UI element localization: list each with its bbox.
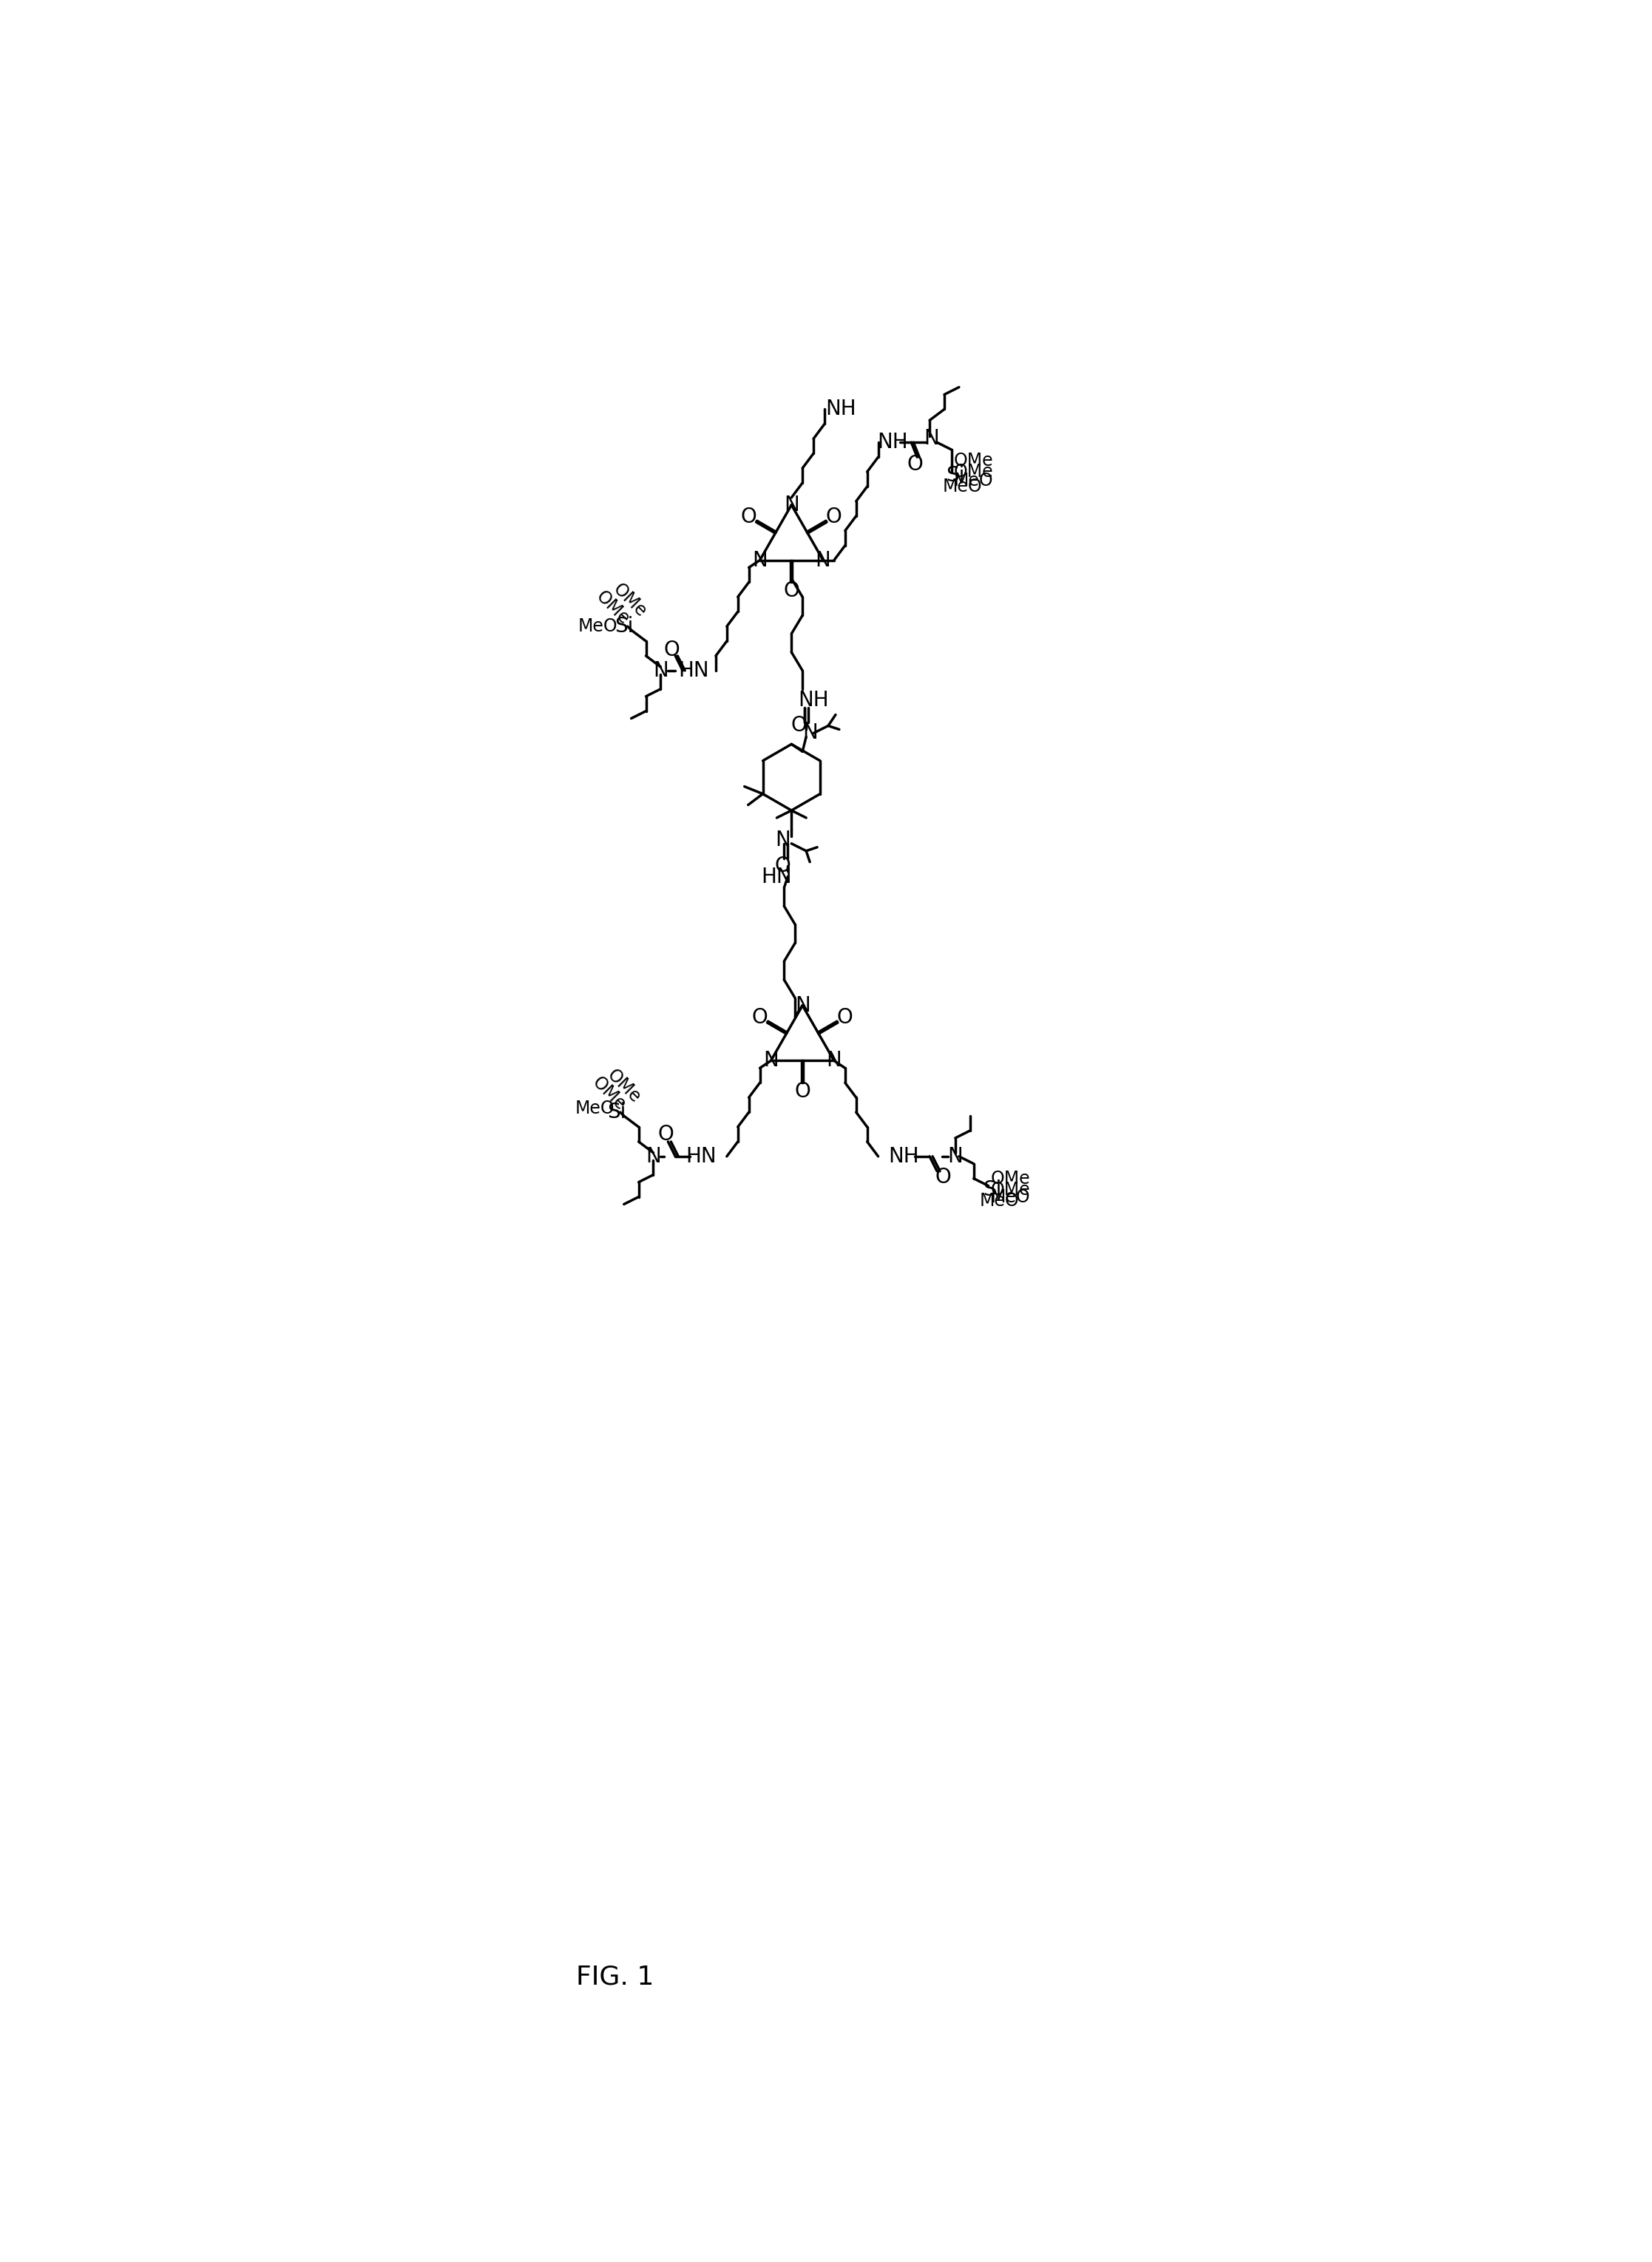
Text: MeO: MeO [575,1099,615,1117]
Text: N: N [646,1147,661,1167]
Text: OMe: OMe [953,452,993,470]
Text: N: N [803,724,818,744]
Text: O: O [783,581,800,602]
Text: MeO: MeO [991,1188,1031,1206]
Text: O: O [657,1124,674,1145]
Text: N: N [816,550,831,570]
Text: NH: NH [826,398,856,421]
Text: N: N [923,428,940,450]
Text: N: N [653,661,669,681]
Text: MeO: MeO [980,1192,1019,1210]
Text: O: O [791,715,806,735]
Text: O: O [795,1081,811,1102]
Text: OMe: OMe [610,581,651,622]
Text: NH: NH [798,690,829,710]
Text: Si: Si [615,615,633,638]
Text: FIG. 1: FIG. 1 [577,1966,654,1991]
Text: O: O [935,1167,952,1188]
Text: Si: Si [947,466,965,486]
Text: OMe: OMe [991,1169,1031,1188]
Text: O: O [664,640,679,661]
Text: N: N [783,495,800,516]
Text: O: O [907,455,923,475]
Text: N: N [826,1050,843,1070]
Text: OMe: OMe [593,588,633,629]
Text: O: O [838,1007,852,1027]
Text: HN: HN [679,661,709,681]
Text: OMe: OMe [953,464,993,482]
Text: O: O [752,1007,768,1027]
Text: HN: HN [686,1147,717,1167]
Text: O: O [742,507,757,527]
Text: MeO: MeO [943,477,983,495]
Text: Si: Si [983,1179,1001,1199]
Text: HN: HN [762,866,793,887]
Text: Si: Si [608,1102,626,1122]
Text: MeO: MeO [953,473,993,489]
Text: OMe: OMe [991,1181,1031,1199]
Text: OMe: OMe [603,1065,644,1106]
Text: N: N [763,1050,778,1070]
Text: MeO: MeO [578,618,618,636]
Text: N: N [795,995,809,1016]
Text: OMe: OMe [588,1074,629,1115]
Text: O: O [826,507,843,527]
Text: N: N [948,1147,963,1167]
Text: N: N [752,550,768,570]
Text: N: N [775,830,790,851]
Text: O: O [775,855,791,875]
Text: NH: NH [877,432,909,452]
Text: NH: NH [889,1147,919,1167]
